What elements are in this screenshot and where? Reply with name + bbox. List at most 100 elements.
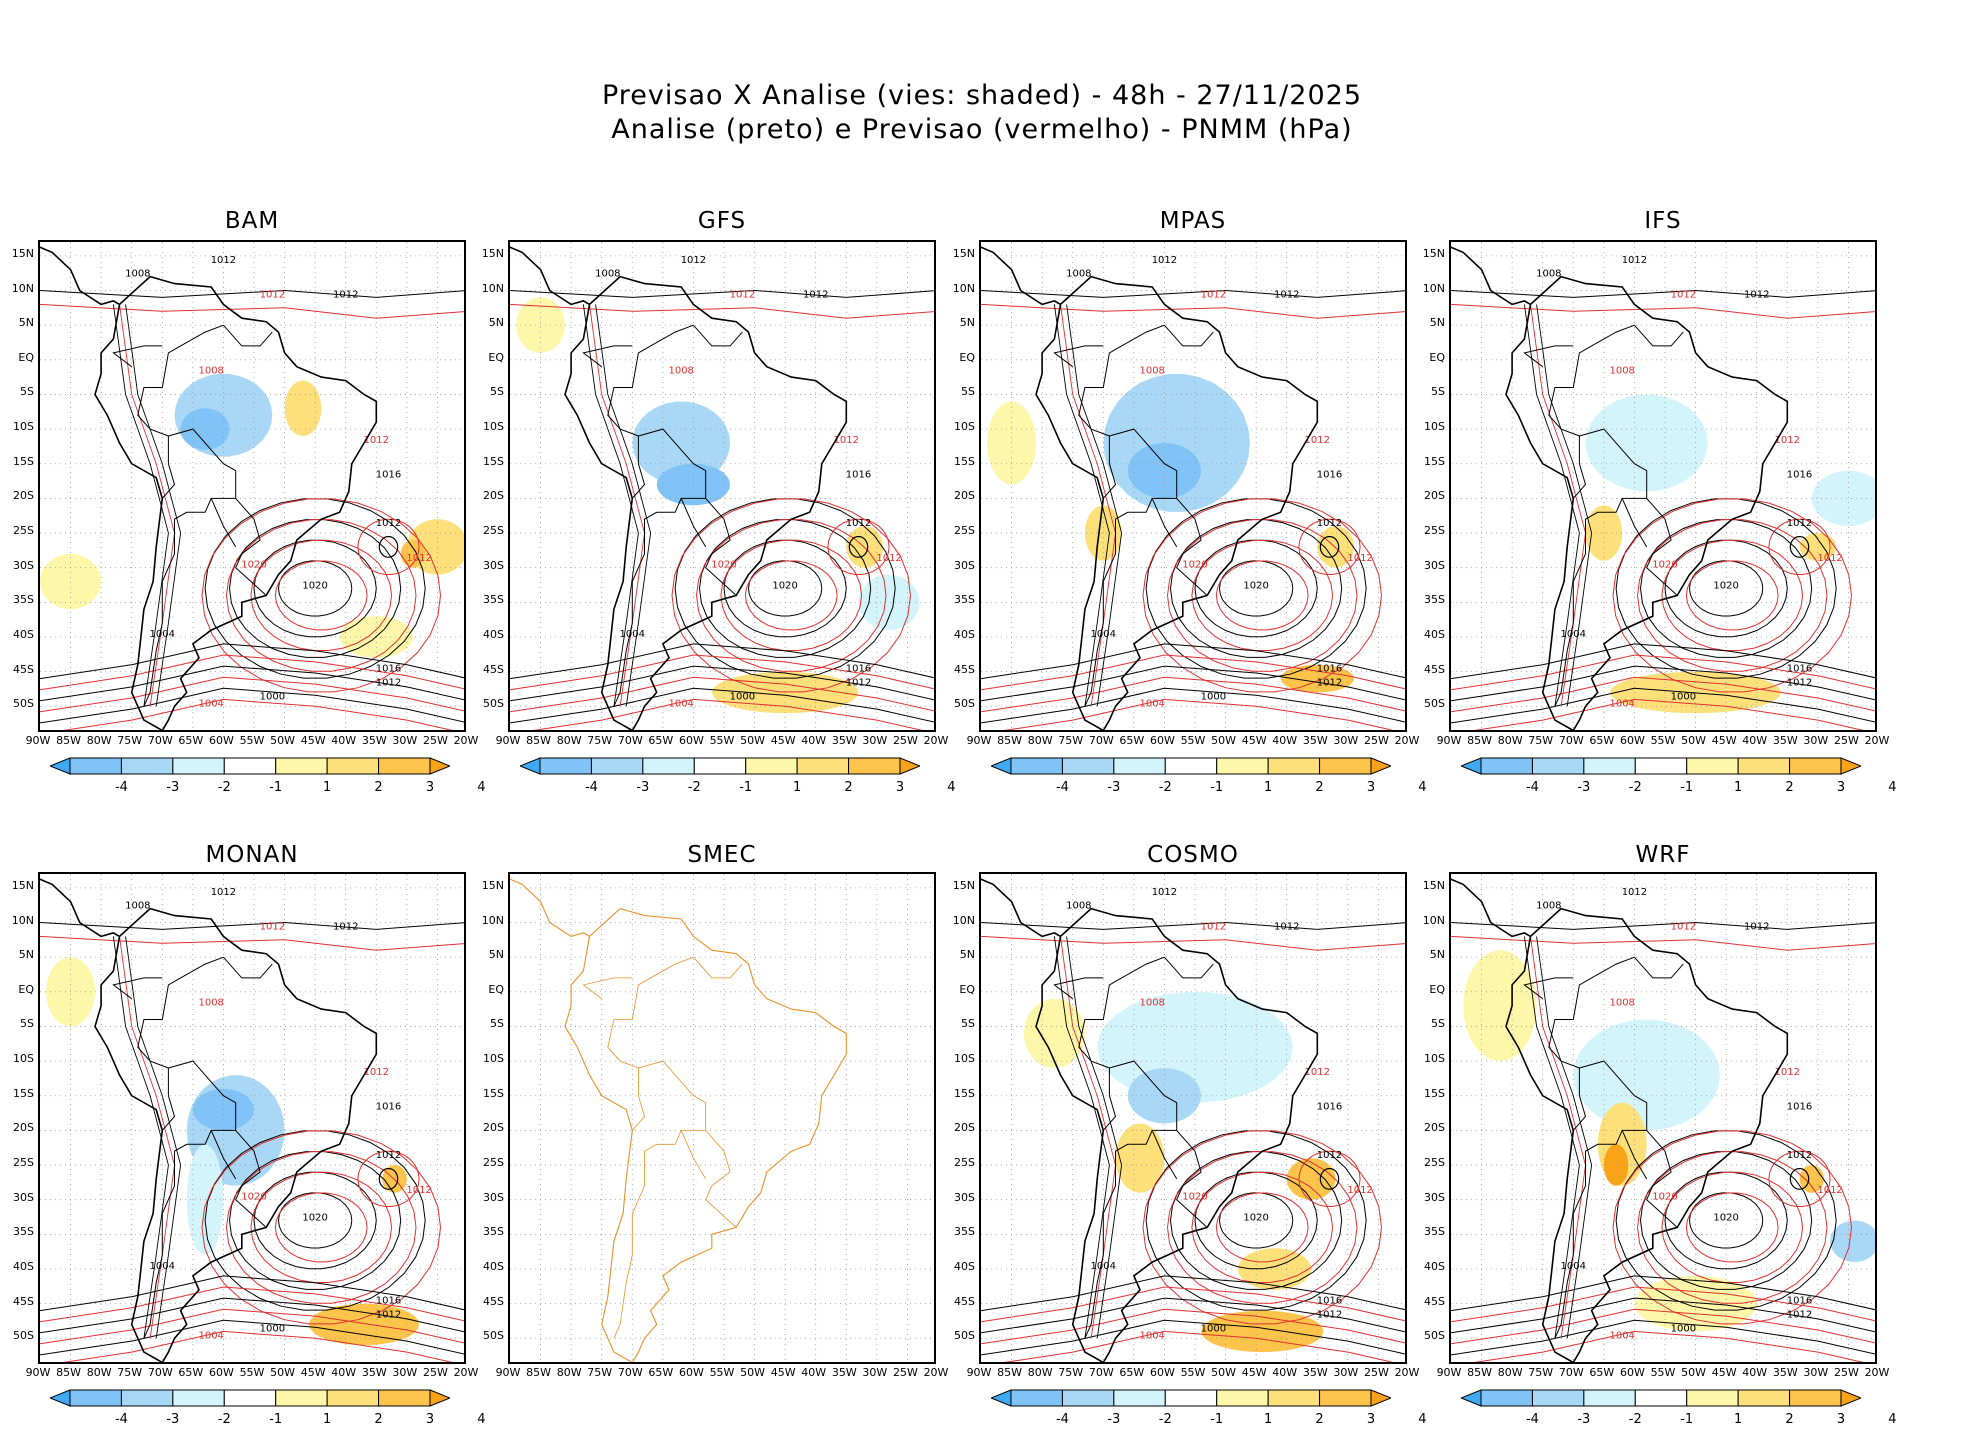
- forecast-isobar: [201, 1130, 441, 1325]
- country-border: [1554, 1060, 1648, 1339]
- latitude-label: 15N: [11, 878, 34, 892]
- panel-title-smec: SMEC: [687, 842, 757, 868]
- forecast-isobar: [1612, 498, 1852, 693]
- latitude-label: 50S: [13, 697, 34, 711]
- forecast-isobar: [981, 303, 1405, 319]
- andes-isobar: [125, 936, 182, 1339]
- colorbar-segment: [378, 1389, 431, 1407]
- forecast-isobar: [827, 518, 890, 575]
- latitude-label: 40S: [483, 1259, 504, 1273]
- colorbar-tick-label: 1: [323, 1412, 332, 1427]
- forecast-isobar: [357, 518, 420, 575]
- analysis-isobar-label: 1000: [1201, 1323, 1226, 1334]
- country-border: [112, 345, 163, 368]
- analysis-isobar: [277, 1192, 353, 1249]
- latitude-label: 5N: [959, 948, 975, 962]
- analysis-isobar-label: 1016: [1317, 1296, 1342, 1307]
- forecast-isobar: [1636, 1151, 1828, 1304]
- longitude-label: 75W: [1058, 1366, 1084, 1379]
- analysis-isobar-label: 1020: [302, 1212, 327, 1223]
- forecast-isobar-label: 1012: [406, 553, 431, 564]
- forecast-isobar-label: 1012: [406, 1185, 431, 1196]
- analysis-isobar-label: 1012: [1787, 677, 1812, 688]
- analysis-isobar: [1145, 498, 1367, 679]
- forecast-isobar: [1685, 1192, 1779, 1263]
- latitude-label: 25S: [13, 524, 34, 538]
- colorbar-segment: [1840, 757, 1861, 775]
- colorbar-segment: [1461, 757, 1482, 775]
- country-border: [1548, 956, 1635, 1131]
- latitude-label: 5S: [1431, 385, 1445, 399]
- panel-title-cosmo: COSMO: [1147, 842, 1239, 868]
- forecast-isobar: [510, 303, 934, 319]
- coastline: [94, 275, 378, 730]
- colorbar-segment: [1216, 1389, 1269, 1407]
- forecast-isobar-label: 1012: [1201, 289, 1226, 300]
- andes-isobar: [1053, 304, 1110, 707]
- longitude-label: 90W: [966, 1366, 992, 1379]
- southern-isobar: [1451, 643, 1875, 680]
- analysis-isobar-label: 1012: [1152, 255, 1177, 266]
- analysis-isobar-label: 1020: [1713, 580, 1738, 591]
- country-border: [1554, 428, 1648, 707]
- forecast-isobar-label: 1020: [241, 560, 266, 571]
- forecast-isobar: [695, 519, 887, 672]
- analysis-isobar-label: 1004: [620, 629, 645, 640]
- analysis-isobar-label: 1008: [125, 269, 150, 280]
- colorbar-tick-label: 4: [1418, 1412, 1427, 1427]
- bias-shading-area: [1115, 1123, 1165, 1193]
- colorbar-tick-label: -2: [1628, 1412, 1642, 1427]
- colorbar-segment: [172, 1389, 225, 1407]
- longitude-label: 80W: [1497, 1366, 1523, 1379]
- low-center-contour: [1319, 1168, 1340, 1190]
- latitude-label: 15S: [483, 1086, 504, 1100]
- latitude-label: 30S: [954, 558, 975, 572]
- bias-shading-area: [1023, 998, 1085, 1068]
- colorbar-tick-label: 4: [1888, 780, 1897, 795]
- longitude-label: 55W: [1180, 734, 1206, 747]
- latitude-label: 10S: [13, 1052, 34, 1066]
- longitude-label: 30W: [1803, 1366, 1829, 1379]
- country-border: [1164, 956, 1214, 979]
- latitude-label: 35S: [1424, 593, 1445, 607]
- forecast-isobar: [1142, 1130, 1382, 1325]
- analysis-isobar: [1451, 921, 1875, 930]
- colorbar-segment: [1461, 1389, 1482, 1407]
- colorbar-segment: [1113, 1389, 1166, 1407]
- map-panel-cosmo: 1012 1012 1008 1016 1012 1020 1016 1012 1000 1004…: [979, 872, 1407, 1364]
- forecast-isobar: [1298, 518, 1361, 575]
- colorbar-segment: [1216, 757, 1269, 775]
- bias-colorbar: -4 -3 -2 -1 1 2 3 4: [520, 756, 956, 796]
- forecast-isobar-label: 1012: [1201, 921, 1226, 932]
- colorbar-tick-label: 1: [1734, 780, 1743, 795]
- bias-shading-area: [1830, 1220, 1875, 1262]
- longitude-label: 60W: [208, 1366, 234, 1379]
- colorbar-tick-label: 4: [1418, 780, 1427, 795]
- latitude-label: 15N: [481, 246, 504, 260]
- southern-isobar: [1474, 1330, 1864, 1362]
- analysis-isobar: [204, 498, 426, 679]
- andes-isobar: [1066, 304, 1123, 707]
- longitude-label: 55W: [1650, 1366, 1676, 1379]
- southern-isobar: [40, 1286, 464, 1323]
- low-center-contour: [848, 536, 869, 558]
- analysis-isobar: [981, 289, 1405, 298]
- southern-isobar: [40, 687, 464, 724]
- colorbar-segment: [1267, 757, 1321, 775]
- latitude-label: 35S: [13, 1225, 34, 1239]
- colorbar-segment: [1789, 1389, 1842, 1407]
- longitude-label: 35W: [831, 734, 857, 747]
- longitude-label: 25W: [892, 1366, 918, 1379]
- longitude-label: 75W: [117, 1366, 143, 1379]
- latitude-label: 20S: [1424, 489, 1445, 503]
- analysis-isobar-label: 1016: [1317, 1102, 1342, 1113]
- latitude-label: 5N: [488, 316, 504, 330]
- colorbar-segment: [1010, 757, 1063, 775]
- longitude-label: 50W: [1681, 1366, 1706, 1379]
- latitude-label: 30S: [13, 558, 34, 572]
- latitude-label: 45S: [483, 662, 504, 676]
- analysis-isobar-label: 1000: [1671, 1323, 1696, 1334]
- country-border: [1053, 345, 1104, 368]
- forecast-isobar-label: 1012: [834, 435, 859, 446]
- country-border: [1151, 1130, 1178, 1180]
